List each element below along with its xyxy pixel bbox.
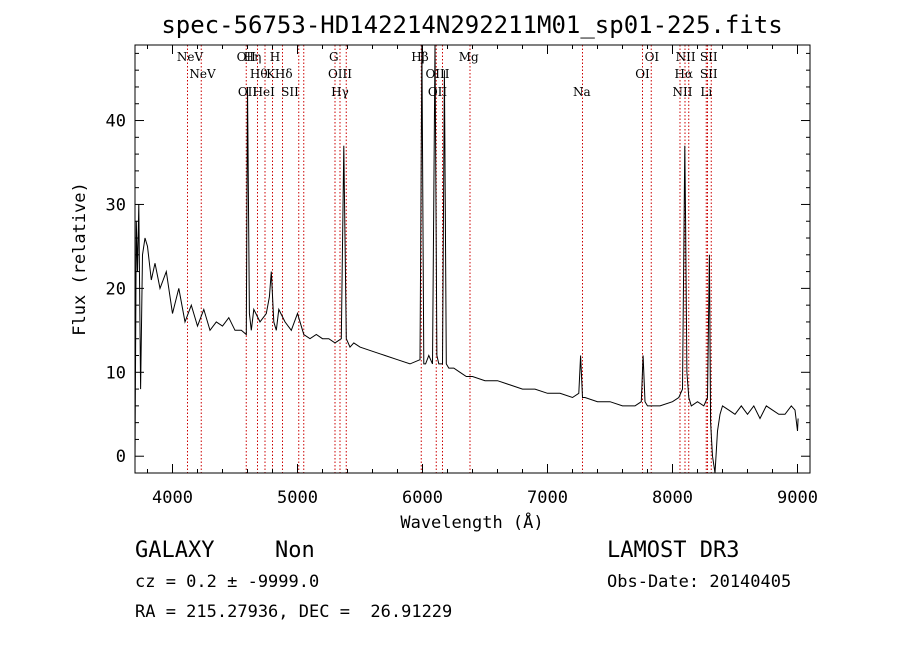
y-axis-label: Flux (relative)	[70, 182, 90, 336]
line-label-11: G	[329, 50, 339, 64]
emission-line-labels: NeVNeVOIIOIIHηHθHeIKHHδSIIGOIIIHγHβOIIIO…	[177, 50, 718, 99]
x-tick-label-5: 9000	[777, 488, 818, 508]
y-tick-label-0: 0	[116, 447, 126, 467]
line-label-25: SII	[700, 67, 718, 81]
line-label-6: HeI	[253, 85, 276, 99]
x-axis-label: Wavelength (Å)	[400, 511, 543, 533]
line-label-21: NII	[676, 50, 696, 64]
line-label-9: Hδ	[275, 67, 293, 81]
y-tick-label-2: 20	[106, 279, 126, 299]
line-label-15: OIII	[425, 67, 449, 81]
line-label-10: SII	[281, 85, 299, 99]
line-label-12: OIII	[328, 67, 352, 81]
x-tick-label-3: 7000	[527, 488, 568, 508]
line-label-19: OI	[645, 50, 660, 64]
observation-date: Obs-Date: 20140405	[607, 572, 792, 592]
line-label-5: Hθ	[250, 67, 268, 81]
y-axis-ticks: 0 10 20 30 40	[106, 52, 810, 474]
line-label-0: NeV	[177, 50, 204, 64]
line-label-7: K	[266, 67, 276, 81]
redshift-cz: cz = 0.2 ± -9999.0	[135, 572, 320, 592]
ra-dec-coordinates: RA = 215.27936, DEC = 26.91229	[135, 602, 453, 622]
line-label-14: Hβ	[411, 50, 428, 64]
y-tick-label-3: 30	[106, 195, 126, 215]
emission-line-markers	[187, 45, 712, 473]
line-label-16: OII	[428, 85, 448, 99]
line-label-1: NeV	[189, 67, 216, 81]
survey-name: LAMOST DR3	[607, 538, 740, 563]
spectrum-line	[134, 44, 799, 474]
x-tick-label-1: 5000	[277, 488, 318, 508]
x-tick-label-0: 4000	[152, 488, 193, 508]
line-label-22: Hα	[674, 67, 693, 81]
line-label-26: Li	[700, 85, 712, 99]
line-label-20: OI	[635, 67, 650, 81]
line-label-8: H	[270, 50, 280, 64]
line-label-23: NII	[673, 85, 693, 99]
line-label-17: Mg	[459, 50, 479, 64]
object-class: GALAXY	[135, 538, 215, 563]
line-label-4: Hη	[244, 50, 262, 64]
plot-frame	[134, 44, 811, 474]
x-tick-label-4: 8000	[652, 488, 693, 508]
line-label-13: Hγ	[331, 85, 349, 99]
x-axis-ticks: 4000 5000 6000 7000 8000 9000	[147, 45, 818, 508]
object-subclass: Non	[275, 538, 315, 563]
y-tick-label-4: 40	[106, 112, 126, 132]
chart-title: spec-56753-HD142214N292211M01_sp01-225.f…	[161, 11, 782, 39]
line-label-18: Na	[573, 85, 591, 99]
y-tick-label-1: 10	[106, 363, 126, 383]
line-label-24: SII	[700, 50, 718, 64]
line-label-2: OII	[237, 50, 257, 64]
x-tick-label-2: 6000	[402, 488, 443, 508]
